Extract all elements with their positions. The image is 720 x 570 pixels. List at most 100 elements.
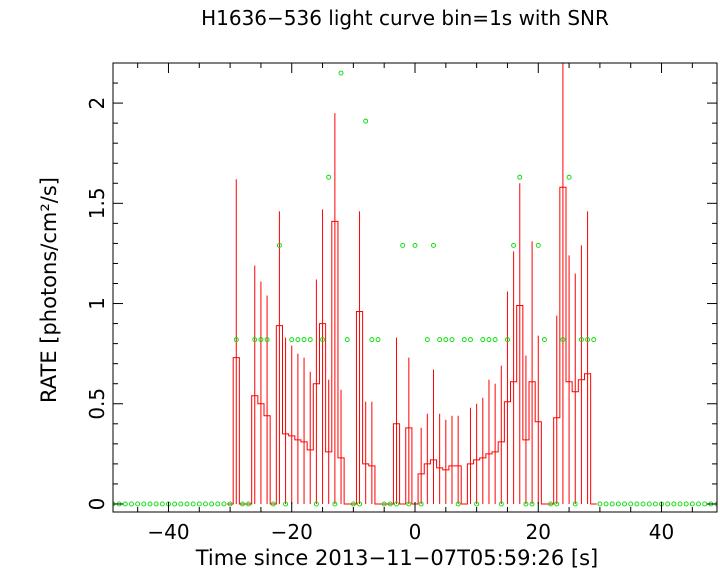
snr-point <box>301 337 307 343</box>
y-tick-label: 1 <box>85 297 109 310</box>
snr-point <box>363 118 369 124</box>
snr-point <box>313 501 319 507</box>
snr-point <box>338 70 344 76</box>
snr-point <box>246 501 252 507</box>
snr-point <box>646 501 652 507</box>
snr-point <box>190 501 196 507</box>
snr-point <box>548 501 554 507</box>
snr-point <box>412 242 418 248</box>
snr-point <box>394 501 399 507</box>
snr-point <box>585 337 591 343</box>
snr-point <box>523 501 529 507</box>
snr-point <box>357 501 362 507</box>
y-tick-label: 1.5 <box>85 187 109 219</box>
snr-point <box>289 337 295 343</box>
snr-point <box>541 337 547 343</box>
snr-point <box>431 242 436 248</box>
snr-point <box>239 501 245 507</box>
snr-point <box>418 501 424 507</box>
x-tick-label: 20 <box>526 520 551 544</box>
snr-point <box>615 501 621 507</box>
snr-point <box>437 337 443 343</box>
snr-point <box>535 242 541 248</box>
snr-point <box>597 501 603 507</box>
snr-point <box>560 337 566 343</box>
snr-point <box>665 501 671 507</box>
snr-point <box>184 501 190 507</box>
x-tick-label: 0 <box>409 520 422 544</box>
snr-point <box>172 501 178 507</box>
y-tick-label: 0.5 <box>85 388 109 420</box>
snr-point <box>375 337 381 343</box>
snr-point <box>683 501 689 507</box>
snr-point <box>461 337 467 343</box>
y-axis-label: RATE [photons/cm²/s] <box>37 177 61 403</box>
snr-point <box>578 337 584 343</box>
snr-point <box>511 242 517 248</box>
snr-point <box>295 337 301 343</box>
snr-point <box>369 337 375 343</box>
snr-point <box>696 501 701 507</box>
snr-point <box>400 242 406 248</box>
snr-point <box>689 501 695 507</box>
snr-point <box>215 501 221 507</box>
snr-point <box>258 337 264 343</box>
snr-point <box>147 501 153 507</box>
x-tick-label: −20 <box>271 520 313 544</box>
snr-point <box>276 242 282 248</box>
rate-step-line <box>227 186 597 505</box>
snr-point <box>634 501 640 507</box>
snr-point <box>381 501 387 507</box>
plot-area <box>113 63 717 507</box>
snr-point <box>628 501 634 507</box>
snr-point <box>566 174 572 180</box>
snr-point <box>135 501 141 507</box>
x-axis-label: Time since 2013−11−07T05:59:26 [s] <box>195 546 599 570</box>
y-tick-label: 2 <box>85 97 109 110</box>
snr-point <box>603 501 609 507</box>
snr-point <box>640 501 646 507</box>
chart-title: H1636−536 light curve bin=1s with SNR <box>201 6 609 30</box>
snr-point <box>209 501 215 507</box>
snr-point <box>350 501 356 507</box>
plot-frame <box>112 62 718 513</box>
snr-point <box>202 501 208 507</box>
snr-point <box>480 337 486 343</box>
snr-point <box>554 501 560 507</box>
snr-point <box>498 501 504 507</box>
snr-point <box>332 501 338 507</box>
snr-point <box>153 501 159 507</box>
snr-point <box>196 501 202 507</box>
snr-point <box>443 337 449 343</box>
snr-point <box>486 337 492 343</box>
snr-point <box>270 501 276 507</box>
snr-point <box>227 501 233 507</box>
snr-point <box>609 501 615 507</box>
snr-point <box>468 337 473 343</box>
snr-point <box>178 501 184 507</box>
snr-point <box>702 501 708 507</box>
snr-point <box>264 337 270 343</box>
y-tick-label: 0 <box>85 498 109 511</box>
snr-point <box>320 337 326 343</box>
x-tick-label: −40 <box>147 520 189 544</box>
snr-point <box>622 501 628 507</box>
snr-point <box>424 337 430 343</box>
snr-point <box>159 501 165 507</box>
snr-point <box>591 337 597 343</box>
snr-point <box>252 337 258 343</box>
snr-point <box>283 501 289 507</box>
snr-point <box>141 501 147 507</box>
snr-point <box>455 501 461 507</box>
snr-point <box>492 337 498 343</box>
snr-point <box>474 501 480 507</box>
snr-point <box>671 501 677 507</box>
snr-point <box>122 501 128 507</box>
snr-point <box>572 501 578 507</box>
snr-point <box>406 501 412 507</box>
snr-point <box>449 337 455 343</box>
snr-point <box>504 337 510 343</box>
snr-point <box>529 501 535 507</box>
snr-point <box>326 174 332 180</box>
snr-point <box>344 337 350 343</box>
